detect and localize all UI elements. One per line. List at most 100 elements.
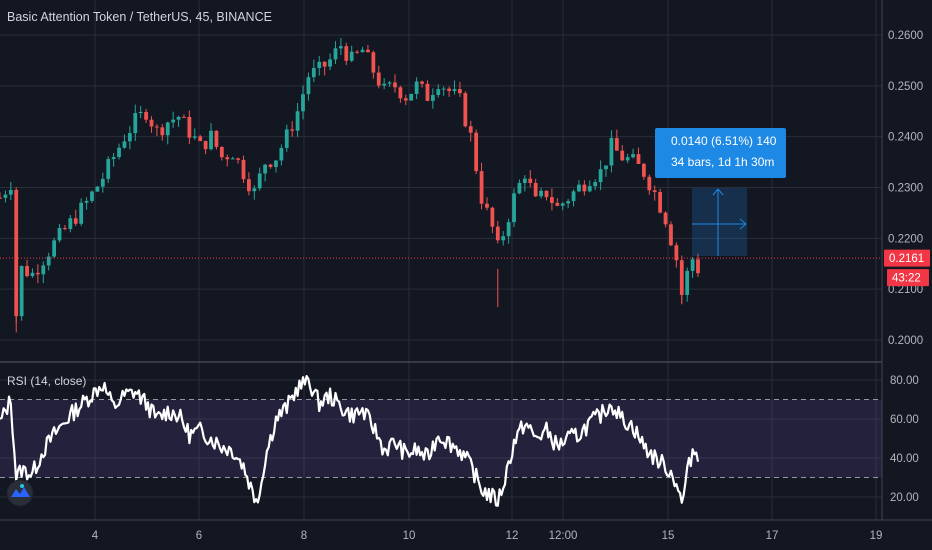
candle-body [430, 95, 435, 101]
candle-body [117, 147, 121, 158]
candle-body [393, 82, 397, 88]
candle-body [528, 178, 533, 183]
candle-body [198, 136, 203, 141]
candle-body [652, 190, 657, 193]
candle-body [690, 259, 695, 271]
time-axis-tick: 6 [196, 530, 202, 542]
candle-body [512, 193, 516, 223]
candle-body [458, 89, 462, 94]
rsi-axis[interactable]: 80.00 60.00 40.00 20.00 [890, 375, 919, 504]
candle-body [52, 240, 57, 257]
price-axis[interactable]: 0.2600 0.2500 0.2400 0.2300 0.2200 0.2100 0.20… [888, 30, 923, 347]
tradingview-logo-icon[interactable] [6, 479, 34, 507]
candle-body [571, 191, 576, 202]
candle-body [111, 157, 116, 160]
candle-body [463, 93, 468, 127]
candle-body [209, 130, 213, 150]
candle-body [73, 218, 78, 224]
candle-body [25, 266, 29, 277]
candle-body [79, 202, 84, 224]
candle-body [349, 51, 354, 61]
candle-body [403, 98, 408, 101]
candle-body [311, 68, 316, 78]
time-axis-tick: 15 [662, 530, 675, 542]
price-axis-tick: 0.2100 [888, 284, 923, 296]
candle-body [214, 130, 219, 147]
candle-body [176, 116, 181, 120]
rsi-label[interactable]: RSI (14, close) [7, 374, 86, 388]
candle-body [696, 259, 700, 274]
candle-body [587, 186, 592, 192]
rsi-line [0, 375, 700, 507]
candle-body [236, 158, 240, 160]
candle-body [106, 159, 111, 179]
price-axis-tick: 0.2000 [888, 335, 923, 347]
candle-body [669, 224, 673, 246]
candle-body [663, 212, 668, 225]
last-price-value: 0.2161 [889, 253, 924, 265]
candle-body [192, 136, 197, 138]
candle-body [436, 89, 441, 96]
candle-body [219, 146, 224, 158]
candle-body [295, 111, 300, 131]
candle-body [490, 207, 495, 227]
candle-body [577, 184, 581, 192]
candle-body [127, 133, 132, 142]
candle-body [398, 87, 403, 99]
candle-body [35, 272, 40, 275]
candle-body [0, 197, 2, 199]
candle-body [609, 138, 614, 166]
candle-body [90, 191, 94, 201]
candle-body [100, 178, 105, 187]
candle-body [355, 51, 360, 53]
measure-info-box [655, 128, 786, 178]
rsi-panel[interactable]: RSI (14, close) [0, 374, 882, 507]
rsi-axis-tick: 80.00 [890, 375, 919, 387]
candle-body [636, 154, 641, 164]
candle-body [479, 171, 484, 204]
price-axis-tick: 0.2400 [888, 132, 923, 144]
candle-body [360, 49, 365, 53]
candle-body [522, 178, 527, 183]
candle-body [441, 88, 446, 90]
time-axis[interactable]: 4 6 8 10 12 12:00 15 17 19 [92, 530, 883, 542]
candle-body [274, 160, 278, 167]
candle-body [371, 52, 376, 73]
candle-body [582, 184, 587, 192]
measure-info-line-2: 34 bars, 1d 1h 30m [671, 155, 774, 169]
candle-body [544, 190, 549, 198]
candle-body [182, 116, 186, 118]
candle-body [144, 111, 148, 120]
measure-range-box[interactable] [692, 188, 747, 256]
candle-body [485, 203, 489, 208]
candle-body [30, 272, 35, 277]
candle-body [257, 173, 262, 189]
candle-body [122, 141, 127, 148]
candle-body [506, 222, 511, 237]
candle-body [8, 189, 13, 195]
candle-body [452, 89, 457, 92]
candle-body [290, 129, 295, 131]
candle-body [420, 81, 424, 84]
candle-body [57, 227, 62, 241]
candle-body [409, 93, 414, 101]
candle-body [46, 256, 51, 266]
price-candles[interactable] [0, 38, 700, 333]
candle-body [631, 154, 635, 158]
candle-body [614, 138, 619, 151]
candle-body [517, 182, 522, 194]
candle-body [625, 157, 630, 161]
measure-tool[interactable]: 0.0140 (6.51%) 140 34 bars, 1d 1h 30m [655, 128, 786, 256]
candle-body [263, 164, 268, 174]
measure-right-arrow-head [739, 218, 747, 230]
candle-body [160, 127, 165, 136]
time-axis-tick: 17 [766, 530, 779, 542]
candle-body [317, 61, 322, 69]
price-axis-tick: 0.2300 [888, 183, 923, 195]
time-axis-tick: 4 [92, 530, 99, 542]
symbol-title[interactable]: Basic Attention Token / TetherUS, 45, BI… [7, 10, 272, 24]
candle-body [387, 82, 392, 84]
measure-up-arrow-head [712, 188, 724, 196]
candle-body [284, 129, 289, 148]
